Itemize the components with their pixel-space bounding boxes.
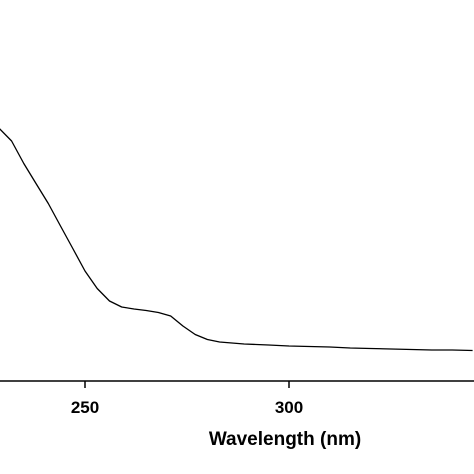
absorbance-series-line-0 [0,128,473,352]
x-tick-label-250: 250 [71,398,99,417]
x-axis-label: Wavelength (nm) [209,429,361,450]
plot-area [0,128,473,352]
x-tick-label-300: 300 [275,398,303,417]
x-axis-ticks: 250300350 [71,381,303,417]
